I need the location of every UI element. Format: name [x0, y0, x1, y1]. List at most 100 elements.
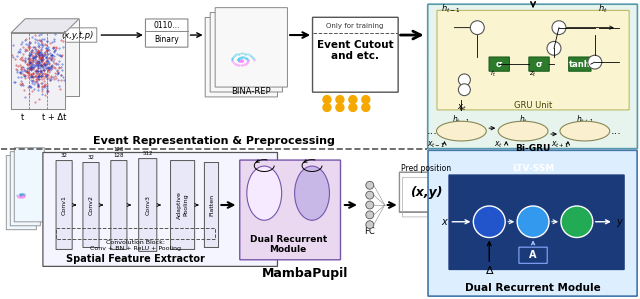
- Text: ...: ...: [427, 126, 438, 136]
- Circle shape: [366, 181, 374, 189]
- Text: 512: 512: [143, 151, 153, 156]
- Text: Binary: Binary: [154, 36, 179, 45]
- FancyBboxPatch shape: [240, 160, 340, 260]
- Text: 1-: 1-: [550, 45, 557, 51]
- Text: A: A: [529, 250, 537, 260]
- Text: $z_t$: $z_t$: [529, 69, 537, 79]
- FancyBboxPatch shape: [111, 161, 127, 249]
- Text: h: h: [529, 215, 538, 228]
- Text: Conv2: Conv2: [88, 195, 93, 215]
- Text: $h_{t-1}$: $h_{t-1}$: [452, 113, 470, 126]
- Text: x: x: [442, 217, 447, 227]
- Circle shape: [336, 103, 344, 112]
- Text: ⊕: ⊕: [555, 23, 563, 33]
- Text: $x_{t+1}$: $x_{t+1}$: [551, 140, 569, 150]
- Text: MambaPupil: MambaPupil: [262, 268, 348, 280]
- FancyBboxPatch shape: [519, 247, 547, 263]
- FancyBboxPatch shape: [145, 19, 188, 47]
- Text: Δ: Δ: [486, 266, 493, 276]
- FancyBboxPatch shape: [215, 8, 287, 87]
- Text: $x_{t-1}$: $x_{t-1}$: [428, 140, 445, 150]
- FancyBboxPatch shape: [6, 156, 36, 230]
- Text: $h_{t-1}$: $h_{t-1}$: [442, 3, 461, 15]
- Circle shape: [366, 201, 374, 209]
- Circle shape: [552, 21, 566, 35]
- Circle shape: [547, 42, 561, 55]
- Text: $h_t$: $h_t$: [518, 113, 527, 126]
- Polygon shape: [26, 19, 79, 96]
- Circle shape: [366, 221, 374, 229]
- FancyBboxPatch shape: [437, 10, 629, 110]
- Text: B: B: [484, 215, 494, 228]
- FancyBboxPatch shape: [449, 175, 624, 269]
- Text: Spatial Feature Extractor: Spatial Feature Extractor: [67, 254, 205, 264]
- Text: t: t: [20, 113, 24, 122]
- Text: Flatten: Flatten: [209, 194, 214, 216]
- Text: $r_t$: $r_t$: [490, 69, 497, 79]
- FancyBboxPatch shape: [205, 18, 278, 97]
- FancyBboxPatch shape: [43, 152, 278, 266]
- Text: (x,y): (x,y): [410, 186, 443, 199]
- Ellipse shape: [498, 121, 548, 141]
- FancyBboxPatch shape: [399, 172, 454, 212]
- Text: Conv3: Conv3: [145, 195, 150, 215]
- Circle shape: [366, 211, 374, 219]
- Circle shape: [458, 74, 470, 86]
- Text: Adaptive
Pooling: Adaptive Pooling: [177, 191, 188, 219]
- Text: Pred position: Pred position: [401, 164, 452, 173]
- Text: ⊗: ⊗: [591, 57, 599, 67]
- Text: C: C: [461, 85, 468, 95]
- FancyBboxPatch shape: [489, 57, 509, 71]
- Text: GRU: GRU: [451, 126, 471, 136]
- Text: $h_{t+1}$: $h_{t+1}$: [575, 113, 594, 126]
- Text: Only for training: Only for training: [326, 23, 383, 29]
- Circle shape: [362, 96, 370, 103]
- Text: $h_t$: $h_t$: [598, 3, 607, 15]
- Text: t + Δt: t + Δt: [42, 113, 67, 122]
- FancyBboxPatch shape: [210, 13, 282, 92]
- Text: σ: σ: [496, 60, 502, 68]
- Text: Conv1: Conv1: [61, 195, 67, 215]
- Text: Event Representation & Preprocessing: Event Representation & Preprocessing: [93, 136, 335, 146]
- Text: Dual Recurrent
Module: Dual Recurrent Module: [250, 235, 327, 254]
- FancyBboxPatch shape: [312, 17, 398, 92]
- Text: 32: 32: [61, 153, 68, 158]
- FancyBboxPatch shape: [170, 161, 195, 249]
- Text: ...: ...: [611, 126, 621, 136]
- Circle shape: [470, 21, 484, 35]
- Ellipse shape: [560, 121, 610, 141]
- Text: C: C: [461, 75, 468, 85]
- Text: σ: σ: [536, 60, 542, 68]
- FancyBboxPatch shape: [139, 158, 157, 251]
- Text: Bi-GRU: Bi-GRU: [515, 144, 551, 153]
- Circle shape: [349, 103, 357, 112]
- Polygon shape: [12, 19, 79, 33]
- Ellipse shape: [436, 121, 486, 141]
- Text: BINA-REP: BINA-REP: [232, 87, 271, 96]
- Text: Event Cutout
and etc.: Event Cutout and etc.: [317, 39, 393, 61]
- FancyBboxPatch shape: [428, 150, 637, 296]
- FancyBboxPatch shape: [204, 163, 218, 248]
- Circle shape: [323, 103, 331, 112]
- Text: Convolution Block:
Conv + BN + ReLU + Pooling: Convolution Block: Conv + BN + ReLU + Po…: [90, 240, 181, 251]
- Text: GRU: GRU: [575, 126, 595, 136]
- Text: y: y: [616, 217, 621, 227]
- FancyBboxPatch shape: [569, 57, 591, 71]
- Polygon shape: [12, 33, 65, 109]
- Text: ⊗: ⊗: [473, 23, 481, 33]
- FancyBboxPatch shape: [14, 148, 44, 222]
- Circle shape: [366, 191, 374, 199]
- Text: 128
128: 128 128: [114, 147, 124, 158]
- Text: LTV-SSM: LTV-SSM: [294, 189, 330, 198]
- Circle shape: [349, 96, 357, 103]
- Circle shape: [336, 96, 344, 103]
- Circle shape: [458, 84, 470, 96]
- Circle shape: [588, 55, 602, 69]
- Text: 0110...: 0110...: [154, 21, 180, 30]
- FancyBboxPatch shape: [428, 4, 637, 149]
- FancyBboxPatch shape: [56, 161, 72, 249]
- Text: 32: 32: [88, 155, 95, 160]
- Text: Dual Recurrent Module: Dual Recurrent Module: [465, 283, 601, 293]
- Text: $x_t$: $x_t$: [456, 102, 466, 113]
- Text: $x_t$: $x_t$: [493, 140, 503, 150]
